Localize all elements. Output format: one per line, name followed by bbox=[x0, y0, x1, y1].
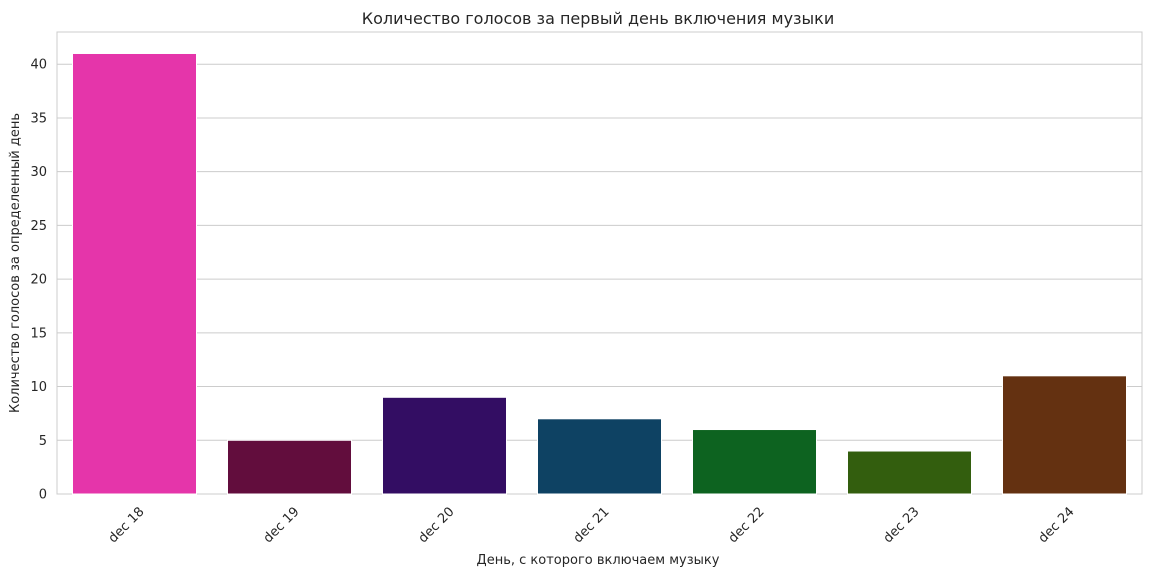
x-axis-label: День, с которого включаем музыку bbox=[477, 553, 720, 568]
x-tick-label: dec 24 bbox=[1036, 504, 1078, 546]
y-tick-label: 25 bbox=[30, 219, 47, 234]
x-tick-label: dec 22 bbox=[726, 504, 768, 546]
y-axis-label: Количество голосов за определенный день bbox=[8, 113, 23, 413]
x-tick-label: dec 23 bbox=[881, 504, 923, 546]
x-tick-label: dec 20 bbox=[416, 504, 458, 546]
bar-dec-20 bbox=[382, 396, 507, 495]
bar-dec-22 bbox=[692, 429, 817, 495]
chart-title: Количество голосов за первый день включе… bbox=[362, 9, 835, 28]
x-tick-label: dec 18 bbox=[106, 504, 148, 546]
y-tick-label: 10 bbox=[30, 380, 47, 395]
y-tick-label: 0 bbox=[39, 488, 47, 503]
bar-dec-24 bbox=[1002, 375, 1127, 495]
x-tick-label: dec 19 bbox=[261, 504, 303, 546]
y-tick-label: 5 bbox=[39, 434, 47, 449]
bars bbox=[72, 52, 1127, 495]
x-tick-label: dec 21 bbox=[571, 504, 613, 546]
bar-dec-23 bbox=[847, 450, 972, 495]
y-tick-label: 20 bbox=[30, 273, 47, 288]
bar-dec-18 bbox=[72, 52, 197, 495]
plot-area bbox=[56, 31, 1143, 495]
y-tick-label: 40 bbox=[30, 58, 47, 73]
y-tick-label: 30 bbox=[30, 165, 47, 180]
x-tick-labels: dec 18 dec 19 dec 20 dec 21 dec 22 dec 23 dec … bbox=[106, 504, 1078, 546]
y-tick-label: 15 bbox=[30, 326, 47, 341]
y-tick-label: 35 bbox=[30, 111, 47, 126]
bar-dec-19 bbox=[227, 439, 352, 495]
y-tick-labels: 0 5 10 15 20 25 30 35 40 bbox=[30, 58, 47, 503]
bar-dec-21 bbox=[537, 418, 662, 495]
